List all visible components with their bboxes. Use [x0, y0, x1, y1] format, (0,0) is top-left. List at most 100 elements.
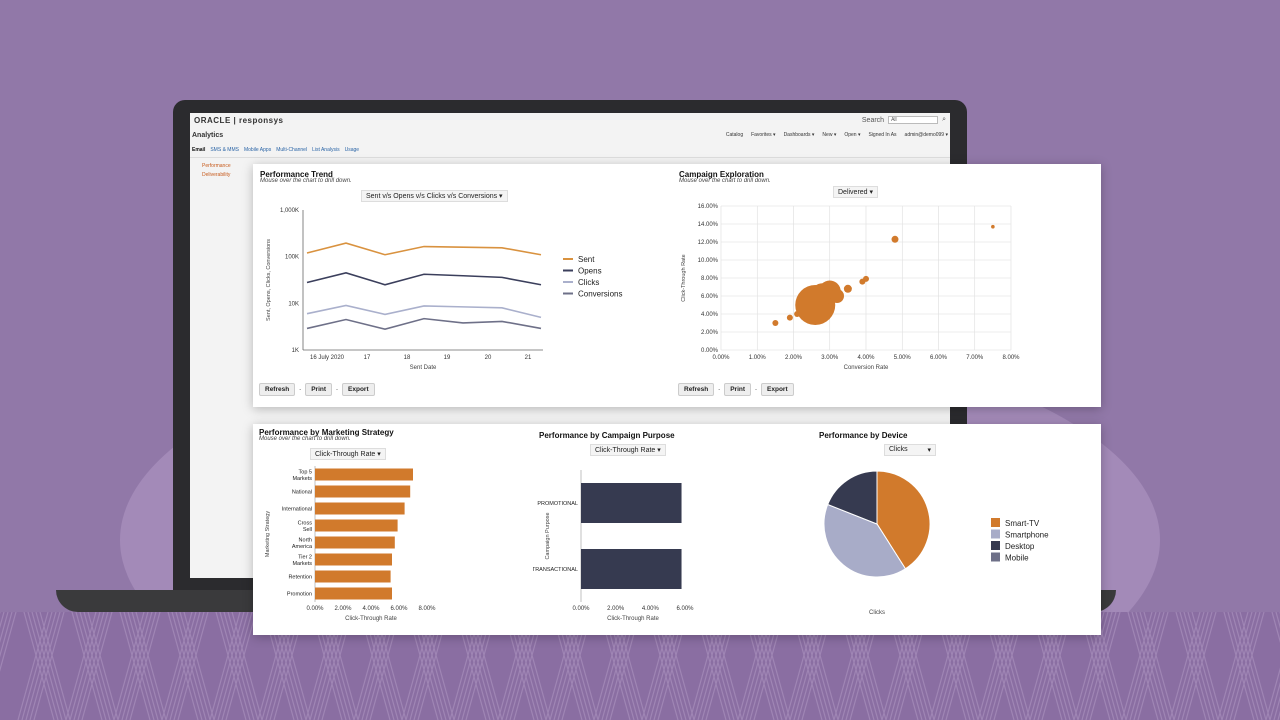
pattern-stroke — [1227, 612, 1259, 720]
tab-usage[interactable]: Usage — [344, 147, 360, 153]
campaign-exploration-title: Campaign Exploration — [679, 170, 764, 179]
pattern-stroke — [227, 612, 259, 720]
pattern-stroke — [1129, 612, 1161, 720]
campaign-exploration-chart: 0.00% 1.00% 2.00% 3.00% 4.00% 5.00% 6.00% 7.00%… — [681, 204, 1020, 370]
y-tick-label: 0.00% — [701, 348, 719, 354]
search-icon[interactable]: ⌕ — [942, 116, 946, 123]
menu-open[interactable]: Open ▾ — [844, 132, 861, 138]
pattern-stroke — [1139, 612, 1171, 720]
x-tick-label: 19 — [444, 355, 451, 361]
sidebar-item-performance[interactable]: Performance — [202, 163, 231, 169]
refresh-button[interactable]: Refresh — [678, 383, 715, 396]
pattern-stroke — [1265, 667, 1280, 720]
x-tick-label: 5.00% — [894, 355, 912, 361]
x-tick-label: 0.00% — [712, 355, 730, 361]
pattern-stroke — [1085, 612, 1117, 720]
user-menu[interactable]: admin@demo099 ▾ — [904, 132, 948, 138]
pattern-stroke — [219, 612, 251, 720]
pattern-stroke — [215, 612, 247, 720]
performance-trend-title: Performance Trend — [260, 170, 333, 179]
pattern-stroke — [0, 612, 17, 672]
bar-retention — [315, 570, 391, 583]
exploration-metric-dropdown[interactable]: Delivered ▾ — [833, 186, 879, 198]
menu-new[interactable]: New ▾ — [822, 132, 837, 138]
y-axis-title: Click-Through Rate — [681, 254, 687, 301]
tab-multichannel[interactable]: Multi-Channel — [276, 147, 308, 153]
app-title-bar: Analytics Catalog Favorites ▾ Dashboards… — [190, 127, 950, 143]
print-button[interactable]: Print — [724, 383, 752, 396]
y-tick-label: 10.00% — [698, 258, 719, 264]
pattern-stroke — [69, 612, 101, 720]
x-tick-label: 17 — [364, 355, 371, 361]
bottom-analytics-panel: Performance by Marketing Strategy Mouse … — [253, 424, 1101, 635]
pattern-stroke — [1183, 612, 1215, 720]
pattern-stroke — [1181, 612, 1213, 720]
y-tick-label: 1,000K — [280, 208, 299, 214]
pattern-stroke — [1121, 612, 1153, 720]
category-label: Tier 2 — [298, 554, 312, 560]
series-line-opens — [306, 272, 542, 286]
category-label: America — [292, 544, 313, 550]
pattern-stroke — [1271, 612, 1280, 644]
refresh-button[interactable]: Refresh — [259, 383, 296, 396]
bar-top-5-markets — [315, 468, 413, 481]
app-sidebar: Performance Deliverability — [190, 158, 950, 184]
sidebar-item-deliverability[interactable]: Deliverability — [202, 172, 231, 178]
pattern-stroke — [1223, 612, 1255, 720]
scatter-point — [786, 314, 793, 321]
pattern-stroke — [75, 612, 107, 720]
menu-favorites[interactable]: Favorites ▾ — [751, 132, 776, 138]
pattern-stroke — [119, 612, 151, 720]
category-label: Promotion — [287, 592, 312, 598]
pattern-stroke — [135, 612, 167, 720]
pattern-stroke — [175, 612, 207, 720]
pattern-stroke — [217, 612, 249, 720]
pattern-stroke — [225, 612, 257, 720]
app-search[interactable]: Search All ⌕ — [862, 116, 946, 124]
bar-cross-sell — [315, 519, 398, 532]
device-metric-dropdown[interactable]: Clicks ▾ — [884, 444, 936, 456]
performance-trend-chart: 1K 10K 100K 1,000K 16 July 2020 17 18 19 20 21 Sen… — [266, 208, 622, 369]
pattern-stroke — [83, 612, 115, 720]
legend-swatch — [991, 529, 1000, 539]
x-tick-label: 6.00% — [930, 355, 948, 361]
bar-tier-2-markets — [315, 553, 392, 566]
pattern-stroke — [167, 612, 199, 720]
category-label: Cross — [298, 520, 313, 526]
x-tick-label: 18 — [404, 355, 411, 361]
pattern-stroke — [1143, 612, 1175, 720]
performance-trend-subtitle: Mouse over the chart to drill down. — [260, 178, 352, 184]
pattern-stroke — [1217, 612, 1249, 720]
pattern-stroke — [1127, 612, 1159, 720]
export-button[interactable]: Export — [761, 383, 794, 396]
strategy-metric-dropdown[interactable]: Click-Through Rate ▾ — [310, 448, 386, 460]
tab-email[interactable]: Email — [192, 147, 206, 153]
pattern-stroke — [81, 612, 113, 720]
scatter-point — [772, 320, 779, 326]
app-tabs: Email SMS & MMS Mobile Apps Multi-Channe… — [190, 143, 950, 158]
pattern-stroke — [23, 612, 55, 720]
purpose-metric-dropdown[interactable]: Click-Through Rate ▾ — [590, 444, 666, 456]
export-button[interactable]: Export — [342, 383, 375, 396]
pattern-stroke — [1077, 612, 1109, 720]
separator: - — [718, 386, 721, 393]
menu-catalog[interactable]: Catalog — [725, 132, 744, 138]
exploration-buttons: Refresh - Print - Export — [678, 383, 794, 396]
signed-in-label: Signed In As — [868, 132, 897, 138]
trend-buttons: Refresh - Print - Export — [259, 383, 375, 396]
tab-sms[interactable]: SMS & MMS — [210, 147, 239, 153]
search-label: Search — [861, 116, 885, 124]
pattern-stroke — [117, 612, 149, 720]
pattern-stroke — [65, 612, 97, 720]
menu-dashboards[interactable]: Dashboards ▾ — [783, 132, 815, 138]
bar-transactional — [581, 549, 682, 589]
bar-international — [315, 502, 405, 515]
trend-metric-dropdown[interactable]: Sent v/s Opens v/s Clicks v/s Conversion… — [361, 190, 508, 202]
marketing-strategy-title: Performance by Marketing Strategy — [259, 428, 394, 437]
print-button[interactable]: Print — [305, 383, 333, 396]
pattern-stroke — [161, 612, 193, 720]
search-scope[interactable]: All — [888, 116, 939, 124]
tab-mobile-apps[interactable]: Mobile Apps — [243, 147, 272, 153]
tab-list-analysis[interactable]: List Analysis — [312, 147, 340, 153]
category-label: Markets — [292, 561, 312, 567]
